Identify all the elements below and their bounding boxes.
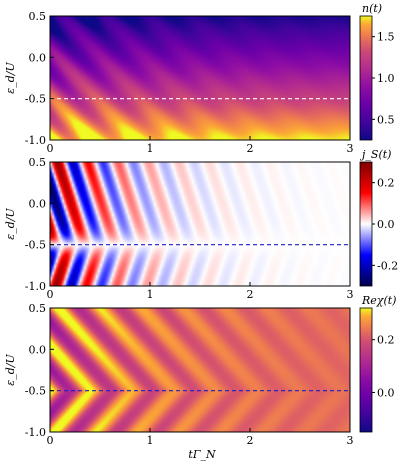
x-axis-label: tΓ_N <box>188 448 216 461</box>
x-tick-label: 1 <box>147 434 154 447</box>
heatmap-3 <box>50 308 350 432</box>
y-tick-label: -0.5 <box>25 239 46 252</box>
colorbar-tick-label: 1.0 <box>377 72 395 85</box>
x-tick-label: 1 <box>147 288 154 301</box>
y-axis-label: ε_d/U <box>4 354 17 386</box>
y-tick-label: -1.0 <box>25 134 46 147</box>
x-tick-label: 2 <box>247 142 254 155</box>
plot-frame <box>49 15 351 141</box>
x-tick-label: 3 <box>347 142 354 155</box>
colorbar-tick-label: -0.2 <box>377 259 398 272</box>
x-tick-label: 3 <box>347 288 354 301</box>
colorbar-tick-label: 0.0 <box>377 218 395 231</box>
colorbar-tick-label: 0.2 <box>377 177 395 190</box>
colorbar-tick-label: 1.5 <box>377 31 395 44</box>
x-tick-label: 0 <box>47 142 54 155</box>
y-tick-label: -1.0 <box>25 280 46 293</box>
panel-2: 0.5 0.0 -0.5 -1.00 1 2 3 ε_d/U 0.2 0.0 -0.2 j_S(t) <box>4 148 398 301</box>
y-axis-label: ε_d/U <box>4 62 17 94</box>
colorbar <box>359 307 373 433</box>
y-tick-label: -1.0 <box>25 426 46 439</box>
colorbar-tick-label: 0.2 <box>377 334 395 347</box>
colorbar-title: Reχ(t) <box>361 294 396 307</box>
colorbar <box>359 161 373 287</box>
x-tick-label: 1 <box>147 142 154 155</box>
x-tick-label: 0 <box>47 288 54 301</box>
colorbar-tick-label: 0.5 <box>377 113 395 126</box>
heatmap-1 <box>50 16 350 140</box>
y-axis-label: ε_d/U <box>4 208 17 240</box>
colorbar-tick-label: 0.0 <box>377 386 395 399</box>
panel-3: 0.5 0.0 -0.5 -1.00 1 2 3 ε_d/U 0.2 0.0 Reχ(t) <box>4 294 396 447</box>
plot-frame <box>49 307 351 433</box>
y-tick-label: 0.0 <box>29 197 47 210</box>
y-tick-label: -0.5 <box>25 385 46 398</box>
panel-1: 0.5 0.0 -0.5 -1.00 1 2 3 ε_d/U 1.5 1.0 0.5 n(t) <box>4 2 395 155</box>
colorbar <box>359 15 373 141</box>
colorbar-title: j_S(t) <box>359 148 391 161</box>
y-tick-label: -0.5 <box>25 93 46 106</box>
y-tick-label: 0.5 <box>29 156 47 169</box>
y-tick-label: 0.5 <box>29 10 47 23</box>
x-tick-label: 0 <box>47 434 54 447</box>
x-tick-label: 2 <box>247 288 254 301</box>
heatmap-2 <box>50 162 350 286</box>
x-tick-label: 2 <box>247 434 254 447</box>
y-tick-label: 0.5 <box>29 302 47 315</box>
y-tick-label: 0.0 <box>29 343 47 356</box>
x-tick-label: 3 <box>347 434 354 447</box>
plot-frame <box>49 161 351 287</box>
y-tick-label: 0.0 <box>29 51 47 64</box>
colorbar-title: n(t) <box>362 2 382 15</box>
